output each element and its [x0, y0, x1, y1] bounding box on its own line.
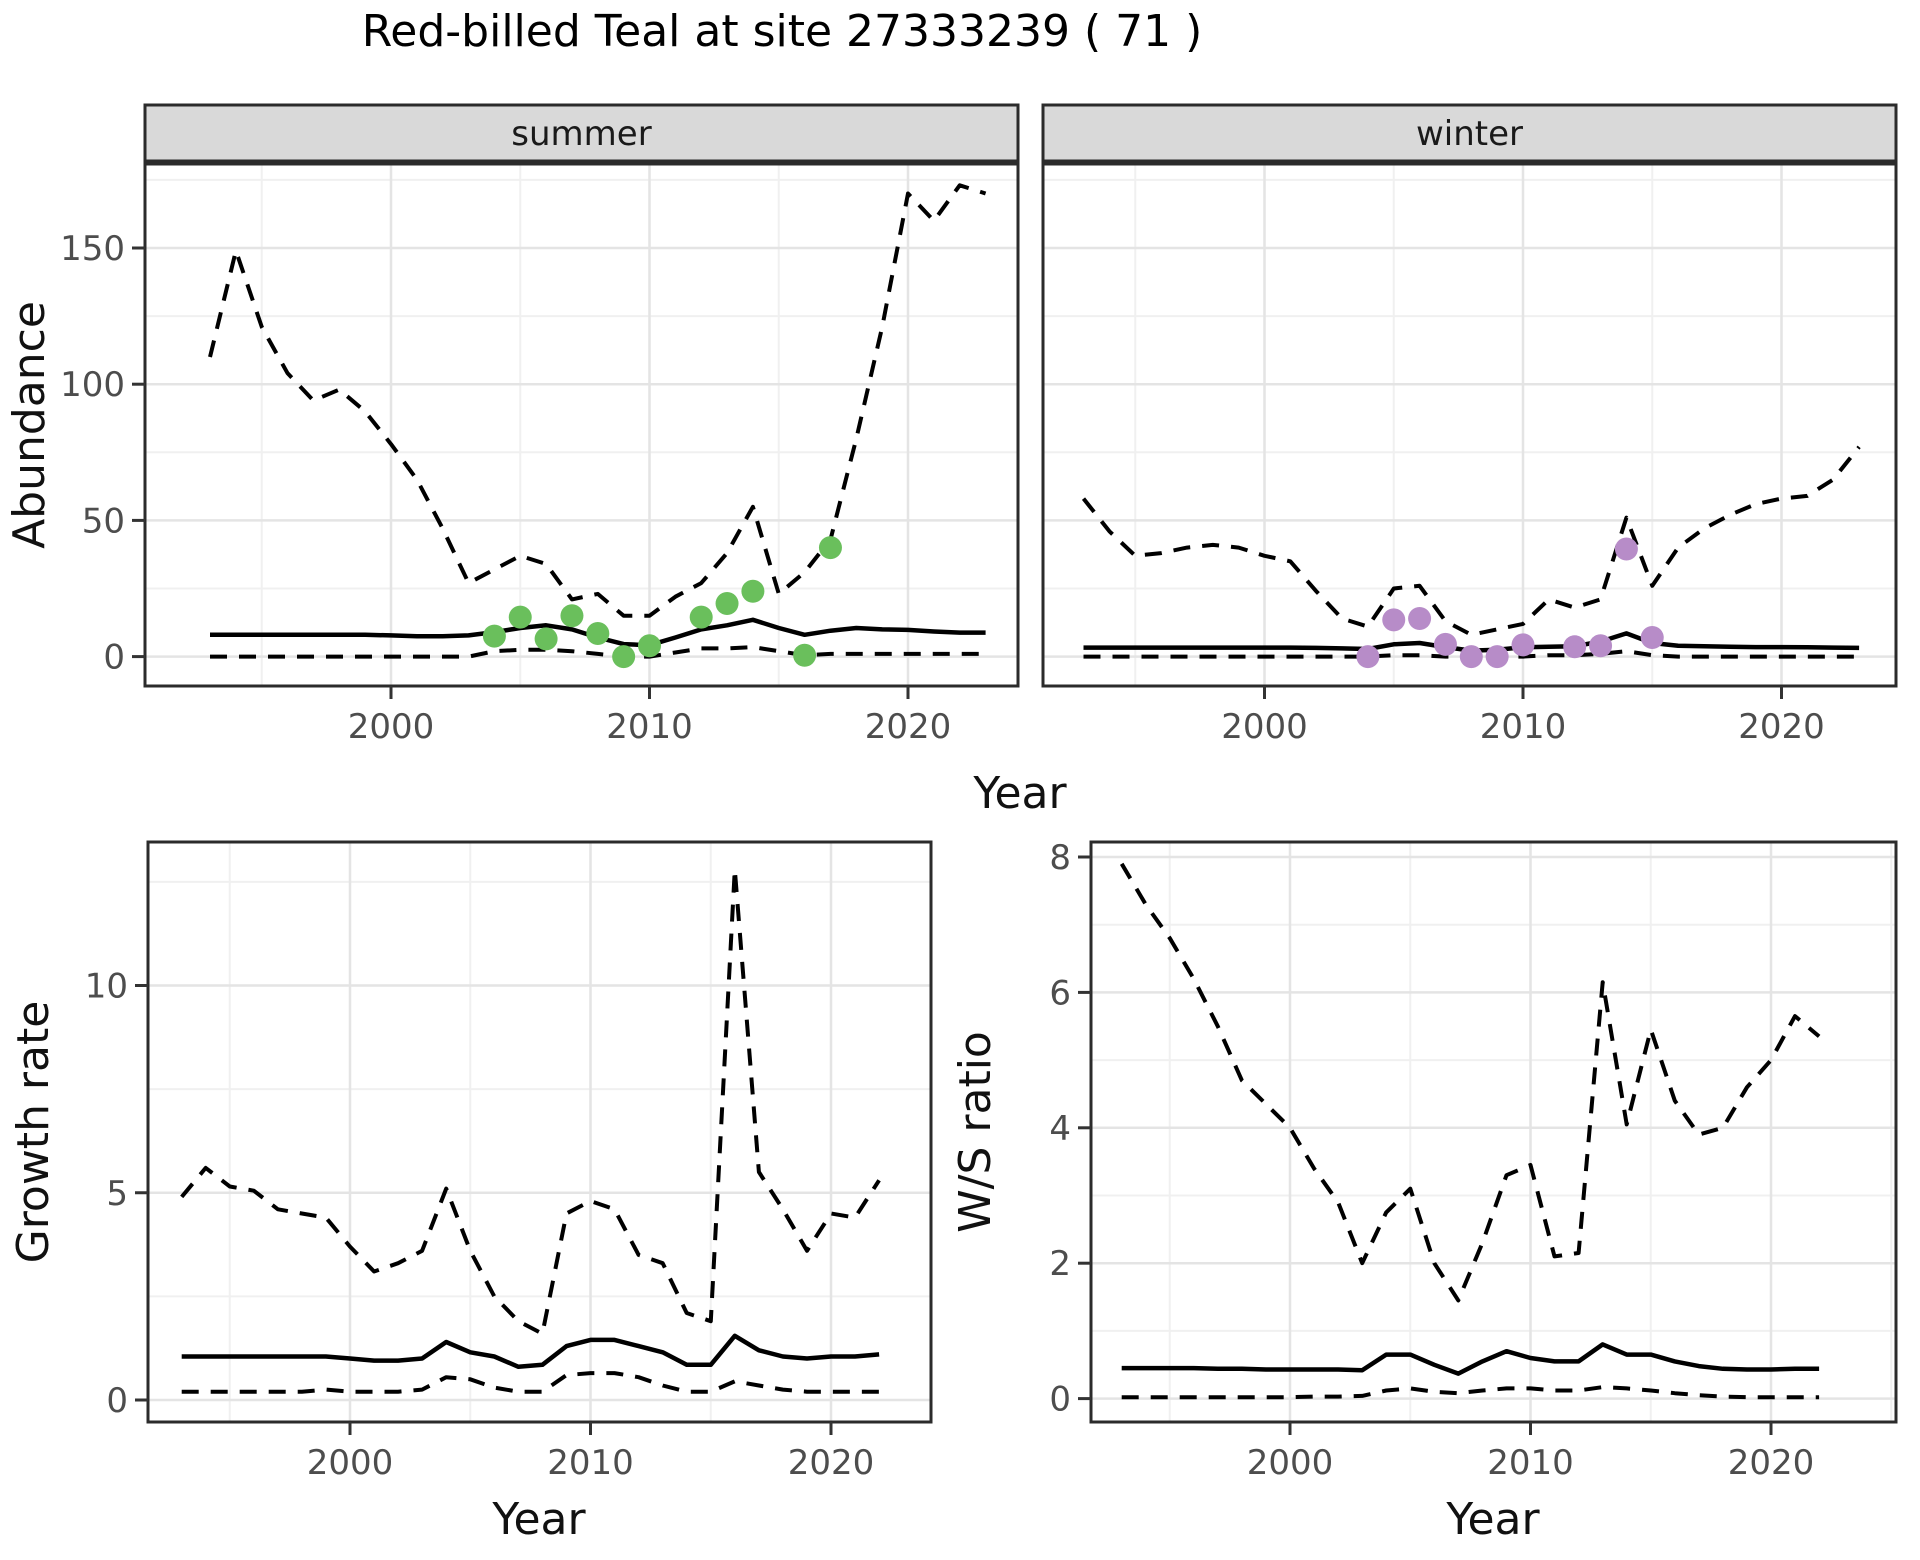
y-tick-label: 10 [85, 967, 128, 1007]
ws-ratio-lower-line [1121, 1385, 1820, 1400]
abundance-summer-observed-point [534, 627, 558, 651]
facet-strip-summer [143, 103, 1020, 163]
abundance-winter-observed-point [1589, 634, 1613, 658]
x-axis-label-year-ws: Year [1445, 1494, 1540, 1545]
facet-label-winter: winter [1416, 114, 1523, 154]
y-axis-label-ws-ratio: W/S ratio [950, 1031, 1001, 1233]
y-tick-label: 8 [1049, 838, 1071, 878]
x-tick-label: 2010 [1480, 707, 1567, 747]
chart-title: Red-billed Teal at site 27333239 ( 71 ) [361, 6, 1203, 57]
x-axis-label-year-growth: Year [491, 1494, 586, 1545]
abundance-winter-observed-point [1640, 626, 1664, 650]
y-tick-label: 0 [103, 638, 125, 678]
y-axis-label-growth-rate: Growth rate [8, 1001, 59, 1264]
abundance-summer-observed-point [612, 645, 636, 669]
ws-ratio-upper-line [1119, 862, 1821, 1303]
abundance-summer-observed-point [793, 643, 817, 667]
abundance-summer-observed-point [586, 621, 610, 645]
abundance-winter-observed-point [1356, 645, 1380, 669]
x-tick-label: 2000 [1221, 707, 1308, 747]
y-tick-label: 0 [1049, 1380, 1071, 1420]
abundance-summer-observed-point [741, 579, 765, 603]
abundance-summer-upper-line [208, 183, 987, 618]
y-tick-label: 4 [1049, 1109, 1071, 1149]
x-tick-label: 2020 [788, 1443, 875, 1483]
x-tick-label: 2020 [1728, 1443, 1815, 1483]
y-tick-label: 2 [1049, 1244, 1071, 1284]
abundance-winter-observed-point [1433, 632, 1457, 656]
x-axis-label-year-top: Year [972, 768, 1067, 819]
x-tick-label: 2000 [348, 707, 435, 747]
abundance-winter-observed-point [1408, 606, 1432, 630]
facet-label-summer: summer [511, 114, 651, 154]
y-tick-label: 150 [60, 229, 125, 269]
abundance-summer-observed-point [508, 605, 532, 629]
ws-ratio-median-line [1121, 1342, 1820, 1376]
x-tick-label: 2020 [865, 707, 952, 747]
panel-ws-ratio: 2000 2010 2020 0 2 4 6 8 [1049, 838, 1898, 1483]
x-tick-label: 2010 [606, 707, 693, 747]
abundance-summer-lower-line [210, 645, 986, 659]
y-tick-label: 5 [106, 1174, 128, 1214]
y-tick-label: 50 [82, 501, 125, 541]
panel-abundance-summer: summer 2000 2010 2020 0 50 100 150 [60, 103, 1020, 747]
abundance-winter-observed-point [1485, 645, 1509, 669]
abundance-winter-observed-point [1563, 635, 1587, 659]
y-tick-label: 6 [1049, 973, 1071, 1013]
x-tick-label: 2000 [1247, 1443, 1334, 1483]
abundance-winter-observed-point [1459, 645, 1483, 669]
abundance-winter-observed-point [1511, 633, 1535, 657]
growth-rate-upper-line [180, 867, 881, 1336]
growth-rate-lower-line [181, 1371, 880, 1394]
abundance-summer-observed-point [689, 605, 713, 629]
panel-abundance-winter: winter 2000 2010 2020 [1041, 103, 1898, 747]
panel-growth-rate: 2000 2010 2020 0 5 10 [85, 840, 933, 1483]
abundance-summer-observed-point [715, 591, 739, 615]
abundance-summer-observed-point [560, 604, 584, 628]
abundance-summer-observed-point [818, 536, 842, 560]
y-tick-label: 100 [60, 365, 125, 405]
abundance-winter-observed-point [1382, 608, 1406, 632]
x-tick-label: 2020 [1738, 707, 1825, 747]
abundance-summer-observed-point [638, 634, 661, 658]
abundance-summer-observed-point [482, 624, 506, 648]
x-tick-label: 2000 [307, 1443, 394, 1483]
abundance-winter-observed-point [1614, 537, 1638, 561]
facet-strip-winter [1041, 103, 1898, 163]
x-tick-label: 2010 [1487, 1443, 1574, 1483]
growth-rate-median-line [181, 1333, 880, 1370]
x-tick-label: 2010 [547, 1443, 634, 1483]
abundance-winter-upper-line [1081, 445, 1861, 637]
y-tick-label: 0 [106, 1381, 128, 1421]
y-axis-label-abundance: Abundance [4, 301, 55, 549]
